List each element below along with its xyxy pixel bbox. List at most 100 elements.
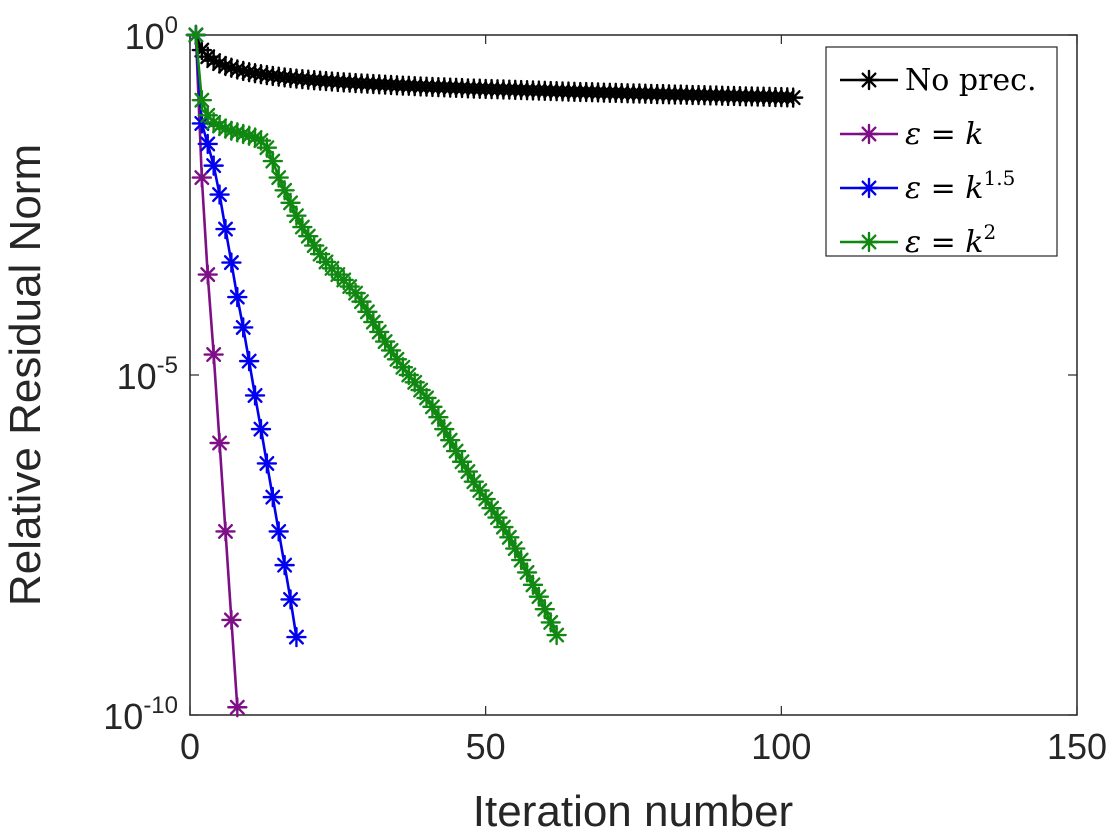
data-point-stroke bbox=[212, 435, 228, 451]
data-point bbox=[262, 150, 283, 172]
data-point-stroke bbox=[531, 589, 547, 605]
data-point-stroke bbox=[348, 285, 364, 301]
axis-ticks: 0 50 100 150 100 10-5 10-10 bbox=[103, 12, 1107, 767]
data-point-stroke bbox=[377, 334, 393, 350]
series-line bbox=[194, 34, 239, 708]
data-point-stroke bbox=[217, 221, 233, 237]
data-point-stroke bbox=[241, 353, 257, 369]
data-point bbox=[487, 507, 508, 528]
data-point-stroke bbox=[194, 115, 210, 131]
data-point-stroke bbox=[212, 187, 228, 203]
data-point bbox=[209, 184, 230, 205]
data-point-stroke bbox=[217, 121, 233, 137]
data-point-stroke bbox=[271, 170, 287, 186]
data-point bbox=[221, 609, 242, 631]
data-point-stroke bbox=[212, 118, 228, 134]
legend: No prec. ε = k ε = k1.5 ε = k2 bbox=[825, 46, 1058, 260]
data-point-stroke bbox=[223, 60, 239, 76]
y-axis-title: Relative Residual Norm bbox=[1, 144, 50, 606]
data-point-stroke bbox=[235, 126, 251, 142]
data-point-stroke bbox=[389, 351, 405, 367]
data-point-stroke bbox=[229, 289, 245, 305]
series-0 bbox=[185, 24, 804, 108]
data-point-stroke bbox=[436, 421, 452, 437]
data-point-stroke bbox=[513, 552, 529, 568]
data-point-stroke bbox=[294, 219, 310, 235]
data-point-stroke bbox=[413, 382, 429, 398]
data-point-stroke bbox=[478, 491, 494, 507]
data-point-stroke bbox=[194, 92, 210, 108]
legend-label: ε = k1.5 bbox=[905, 166, 1015, 206]
data-point bbox=[858, 123, 880, 145]
data-point-stroke bbox=[472, 483, 488, 499]
data-point bbox=[546, 624, 567, 646]
data-point-stroke bbox=[188, 27, 204, 43]
legend-label: ε = k2 bbox=[905, 220, 996, 260]
data-point-stroke bbox=[424, 399, 440, 415]
data-point bbox=[215, 218, 236, 240]
data-point-stroke bbox=[519, 564, 535, 580]
data-point-stroke bbox=[235, 63, 251, 79]
data-point-stroke bbox=[383, 342, 399, 358]
data-point bbox=[392, 357, 414, 378]
data-point bbox=[451, 451, 473, 472]
data-point bbox=[215, 521, 236, 542]
data-point bbox=[528, 586, 550, 607]
data-point bbox=[782, 87, 804, 108]
data-point bbox=[203, 155, 224, 176]
data-point bbox=[351, 291, 372, 312]
series-layer bbox=[185, 24, 804, 718]
data-point-stroke bbox=[288, 208, 304, 224]
data-point-stroke bbox=[430, 409, 446, 425]
data-point-stroke bbox=[288, 629, 304, 645]
data-point-stroke bbox=[484, 500, 500, 516]
data-point-stroke bbox=[861, 180, 877, 196]
data-point-stroke bbox=[283, 195, 299, 211]
data-point bbox=[481, 497, 502, 519]
data-point-stroke bbox=[785, 90, 801, 106]
data-point bbox=[233, 317, 254, 338]
data-point-stroke bbox=[300, 228, 316, 244]
data-point-stroke bbox=[507, 541, 523, 557]
data-point-stroke bbox=[283, 591, 299, 607]
data-point-stroke bbox=[206, 347, 222, 363]
data-point bbox=[227, 697, 248, 718]
legend-box bbox=[825, 46, 1058, 257]
data-point-stroke bbox=[466, 474, 482, 490]
data-point bbox=[499, 527, 520, 548]
y-tick-label: 10-10 bbox=[103, 692, 178, 737]
y-tick-label: 100 bbox=[125, 12, 178, 57]
x-tick-label: 100 bbox=[751, 726, 811, 767]
legend-entry: No prec. bbox=[840, 63, 1036, 98]
data-point bbox=[858, 177, 880, 199]
data-point bbox=[858, 231, 880, 253]
data-point-stroke bbox=[371, 324, 387, 340]
data-point-stroke bbox=[229, 61, 245, 77]
data-point bbox=[203, 344, 224, 365]
legend-label: No prec. bbox=[905, 63, 1036, 98]
data-point-stroke bbox=[359, 304, 375, 320]
data-point-stroke bbox=[495, 519, 511, 535]
data-point bbox=[197, 264, 218, 285]
data-point bbox=[262, 486, 283, 508]
data-point bbox=[197, 133, 218, 155]
data-point-stroke bbox=[419, 390, 435, 406]
data-point bbox=[191, 89, 213, 111]
data-point-stroke bbox=[206, 53, 222, 69]
data-point-stroke bbox=[235, 319, 251, 335]
data-point-stroke bbox=[312, 246, 328, 262]
data-point-stroke bbox=[206, 158, 222, 174]
legend-entry: ε = k bbox=[840, 117, 984, 152]
data-point-stroke bbox=[277, 182, 293, 198]
data-point-stroke bbox=[395, 359, 411, 375]
data-point-stroke bbox=[442, 432, 458, 448]
data-point bbox=[428, 406, 449, 428]
data-point-stroke bbox=[265, 153, 281, 169]
data-point bbox=[280, 192, 301, 214]
legend-label: ε = k bbox=[905, 117, 984, 152]
data-point-stroke bbox=[277, 557, 293, 573]
legend-entry: ε = k2 bbox=[840, 220, 996, 260]
data-point-stroke bbox=[543, 614, 559, 630]
data-point-stroke bbox=[223, 255, 239, 271]
data-point bbox=[363, 311, 384, 333]
